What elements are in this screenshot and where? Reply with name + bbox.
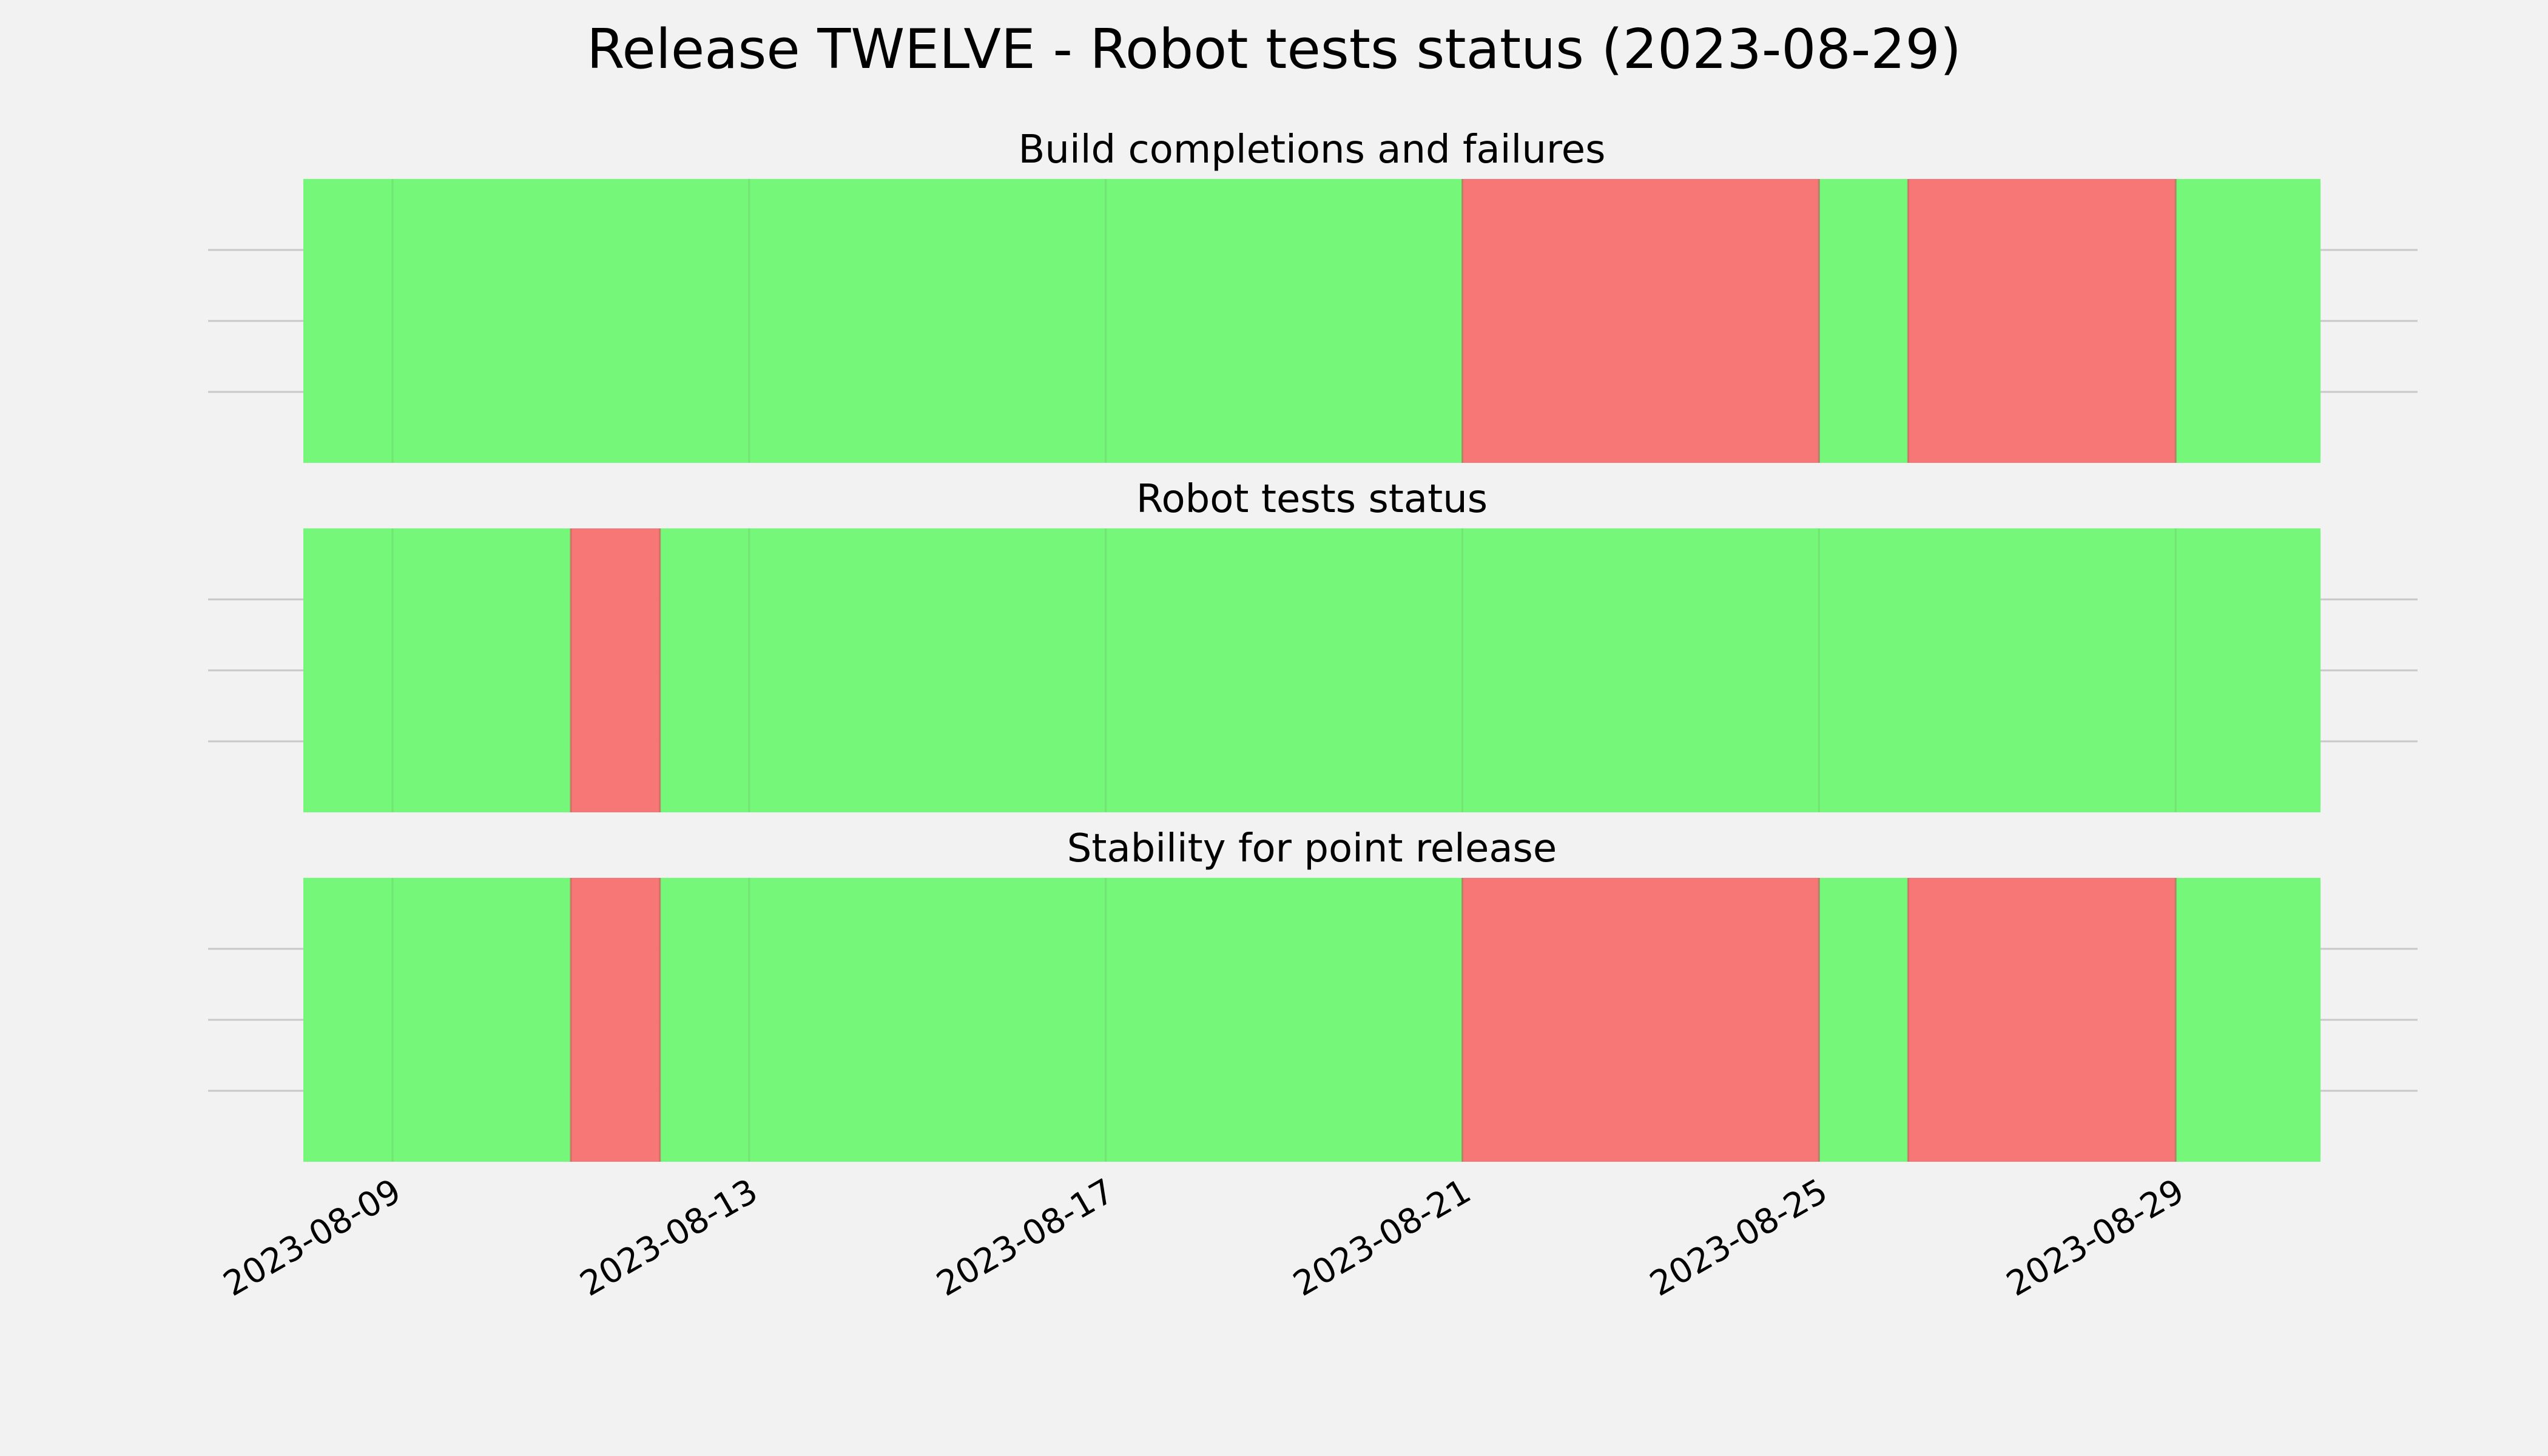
x-axis-ticks: 2023-08-09 2023-08-13 2023-08-17 2023-08-21… [217, 1171, 2191, 1304]
panel-title: Robot tests status [1136, 477, 1488, 522]
status-segment-pass [303, 878, 571, 1162]
panel-title: Build completions and failures [1019, 127, 1606, 172]
x-tick-label: 2023-08-09 [217, 1171, 408, 1304]
panel-title: Stability for point release [1067, 826, 1557, 871]
chart-title: Release TWELVE - Robot tests status (202… [587, 18, 1961, 81]
status-segment-pass [1819, 179, 1909, 463]
x-tick-label: 2023-08-25 [1643, 1171, 1834, 1304]
panel-1: Build completions and failures [208, 127, 2418, 463]
status-segment-fail [1908, 878, 2176, 1162]
status-segment-fail [1462, 179, 1819, 463]
status-segment-fail [1908, 179, 2176, 463]
panels: Build completions and failures Robot test… [208, 127, 2418, 1162]
status-segment-pass [303, 528, 571, 812]
status-segment-fail [1462, 878, 1819, 1162]
x-tick-label: 2023-08-13 [573, 1171, 764, 1304]
x-tick-label: 2023-08-29 [2000, 1171, 2191, 1304]
status-segment-pass [2176, 179, 2320, 463]
status-segment-pass [1819, 878, 1909, 1162]
status-segment-fail [570, 878, 660, 1162]
panel-3: Stability for point release [208, 826, 2418, 1162]
status-segment-pass [659, 878, 1463, 1162]
x-tick-label: 2023-08-21 [1287, 1171, 1477, 1304]
panel-2: Robot tests status [208, 477, 2418, 812]
status-segment-pass [2176, 878, 2320, 1162]
status-segment-pass [303, 179, 1463, 463]
status-segment-fail [570, 528, 660, 812]
status-segment-pass [659, 528, 2321, 812]
x-tick-label: 2023-08-17 [930, 1171, 1121, 1304]
